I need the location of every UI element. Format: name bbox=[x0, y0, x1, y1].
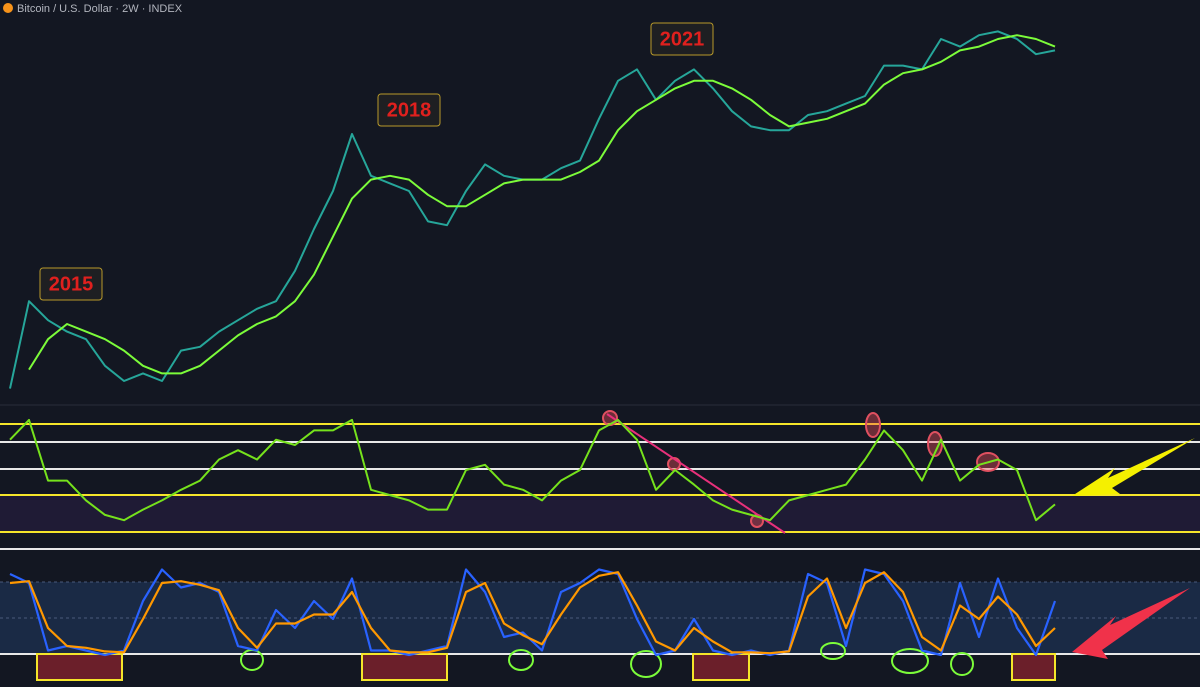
symbol-title: Bitcoin / U.S. Dollar · 2W · INDEX bbox=[17, 3, 183, 15]
highlight-circle bbox=[602, 410, 618, 426]
highlight-circle bbox=[891, 648, 929, 674]
symbol-icon bbox=[3, 3, 13, 13]
zone-box bbox=[692, 653, 750, 681]
zone-box bbox=[1011, 653, 1056, 681]
arrow bbox=[1072, 438, 1195, 496]
trend-line bbox=[606, 413, 786, 534]
annotation-box bbox=[377, 93, 441, 127]
highlight-circle bbox=[950, 652, 974, 676]
highlight-circle bbox=[630, 650, 662, 678]
year-annotation: 2018 bbox=[387, 99, 432, 121]
year-annotation: 2021 bbox=[660, 28, 705, 50]
highlight-circle bbox=[820, 642, 846, 660]
highlight-circle bbox=[865, 412, 881, 438]
series-line bbox=[28, 34, 1056, 375]
zone-box bbox=[36, 653, 123, 681]
arrow bbox=[1072, 588, 1190, 659]
zone-box bbox=[361, 653, 448, 681]
annotation-box bbox=[39, 267, 103, 301]
highlight-circle bbox=[508, 649, 534, 671]
year-annotation: 2015 bbox=[49, 273, 94, 295]
annotation-box bbox=[650, 22, 714, 56]
series-line bbox=[9, 571, 1056, 655]
highlights bbox=[36, 410, 1195, 681]
series-line bbox=[9, 418, 1056, 522]
rsi-band bbox=[0, 495, 1200, 532]
